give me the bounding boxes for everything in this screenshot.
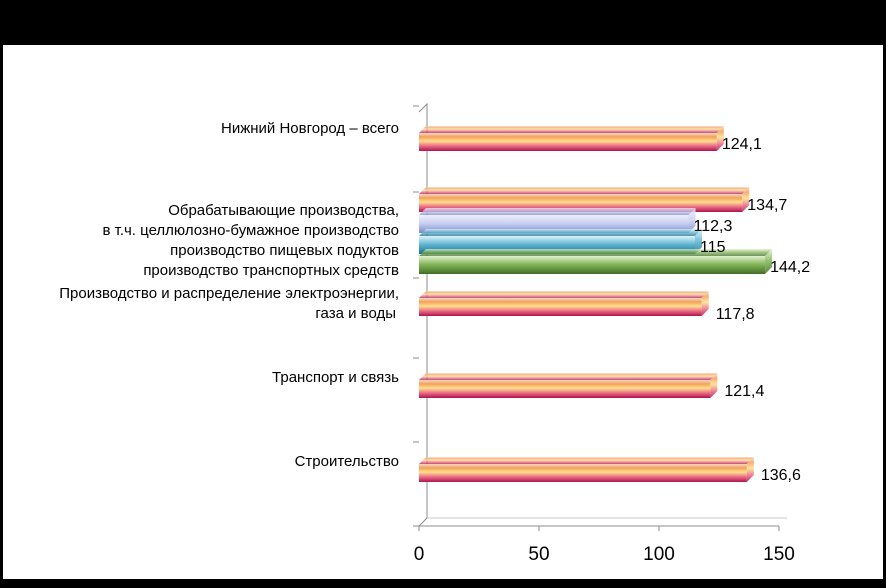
x-tick-label: 50 (528, 544, 549, 565)
bar-front-face (419, 215, 689, 233)
bar-end-face (688, 208, 696, 233)
category-labels: Нижний Новгород – всего Обрабатывающие пр… (59, 120, 399, 470)
data-label: 134,7 (747, 197, 787, 214)
bar-green (419, 249, 773, 274)
bar-end-face (742, 187, 750, 212)
bar-end-face (710, 373, 718, 398)
bar-end-face (701, 291, 709, 316)
x-tick-label: 100 (643, 544, 675, 565)
bar-lavender (419, 208, 696, 233)
bar-front-face (419, 380, 711, 398)
bar-front-face (419, 194, 743, 212)
bar-top-face (419, 249, 773, 256)
bar-top-face (419, 373, 718, 380)
bar-front-face (419, 133, 717, 151)
bar-top-face (419, 208, 696, 215)
bar-orange-pink (419, 373, 718, 398)
data-labels: 124,1 134,7 112,3 115 144,2 117,8 121,4 136,6 (694, 136, 811, 484)
data-label: 115 (700, 239, 726, 256)
bar-top-face (419, 126, 724, 133)
data-label: 121,4 (724, 383, 764, 400)
category-label: Строительство (295, 453, 399, 470)
bar-orange-pink (419, 187, 750, 212)
bar-top-face (419, 457, 754, 464)
bar-series (419, 126, 773, 482)
category-label: Производство и распределение электроэнер… (59, 285, 399, 302)
category-label: Транспорт и связь (272, 369, 399, 386)
category-label: Обрабатывающие производства, (168, 202, 399, 219)
bar-front-face (419, 256, 766, 274)
bar-orange-pink (419, 126, 724, 151)
bar-end-face (716, 126, 724, 151)
bar-orange-pink (419, 291, 709, 316)
category-label: газа и воды (315, 305, 396, 322)
bar-top-face (419, 187, 750, 194)
category-label: в т.ч. целлюлозно-бумажное производство (102, 222, 399, 239)
bar-end-face (695, 229, 702, 254)
category-label: производство транспортных средств (143, 262, 399, 279)
bar-orange-pink (419, 457, 754, 482)
category-label: производство пищевых подуктов (170, 242, 399, 259)
bar-end-face (746, 457, 754, 482)
category-ticks (413, 105, 419, 527)
bar-front-face (419, 298, 702, 316)
data-label: 117,8 (716, 306, 755, 323)
data-label: 136,6 (761, 467, 801, 484)
bar-top-face (419, 291, 709, 298)
x-tick-label: 0 (414, 544, 425, 565)
data-label: 144,2 (770, 259, 810, 276)
bar-end-face (765, 249, 773, 274)
x-tick-label: 150 (763, 544, 795, 565)
data-label: 124,1 (722, 136, 762, 153)
x-axis-ticks: 0 50 100 150 (414, 526, 795, 565)
category-label: Нижний Новгород – всего (221, 120, 399, 137)
bar-front-face (419, 464, 747, 482)
bar-top-face (419, 229, 702, 236)
data-label: 112,3 (694, 218, 733, 235)
